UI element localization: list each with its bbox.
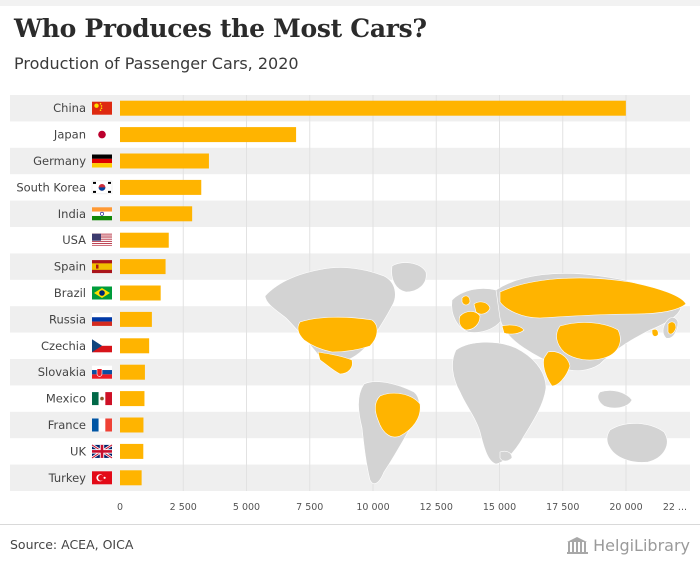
germany-flag-icon [92,154,112,168]
map-region [374,392,421,438]
map-region [556,322,621,361]
bar-turkey [120,470,142,486]
category-label: Japan [53,128,86,142]
x-axis-ticks: 0 2 500 5 000 7 500 10 000 12 500 15 000 17 500… [117,502,687,513]
spain-flag-icon [92,260,112,274]
brazil-flag-icon [92,286,112,300]
india-flag-icon [92,207,112,221]
category-label: Slovakia [38,365,86,379]
map-region [543,351,571,387]
bar-south-korea [120,179,202,195]
category-label: UK [70,444,86,458]
bar-uk [120,443,144,459]
category-label: USA [62,233,86,247]
bar-germany [120,153,209,169]
map-region [597,390,633,409]
category-label: Mexico [46,392,86,406]
bar-japan [120,127,297,143]
map-region [391,262,427,293]
slovakia-flag-icon [92,365,112,379]
south-korea-flag-icon [91,180,113,195]
library-icon [567,537,589,554]
x-tick-label: 2 500 [170,502,197,513]
usa-flag-icon [92,233,112,247]
brand-name: HelgiLibrary [593,535,690,555]
brand-logo: HelgiLibrary [567,533,690,557]
category-label: South Korea [16,180,86,194]
china-flag-icon [92,101,112,115]
map-region [651,328,659,337]
top-band [0,0,700,6]
category-label: Russia [49,312,86,326]
footer-divider [0,524,700,525]
world-map [264,262,687,484]
map-region [461,295,471,306]
japan-flag-icon [92,128,112,142]
russia-flag-icon [92,312,112,326]
map-region [499,277,687,319]
x-tick-label: 5 000 [233,502,260,513]
category-label: Spain [54,260,86,274]
category-label: Brazil [54,286,86,300]
map-region [297,316,378,353]
bar-spain [120,259,166,275]
category-labels: China Japan Germany South Korea India USA Spai… [16,101,86,485]
map-region [458,311,481,331]
map-region [667,321,677,335]
map-region [317,351,353,375]
bar-france [120,417,144,433]
category-label: Czechia [41,339,86,353]
x-tick-label: 0 [117,502,123,513]
map-region [473,301,491,315]
bar-brazil [120,285,161,301]
bar-mexico [120,391,145,407]
source-note: Source: ACEA, OICA [10,537,134,552]
x-tick-label: 12 500 [420,502,453,513]
x-tick-label: 10 000 [356,502,389,513]
turkey-flag-icon [92,471,112,485]
x-tick-label: 15 000 [483,502,516,513]
map-region [499,450,513,462]
mexico-flag-icon [92,392,112,406]
bar-czechia [120,338,150,354]
chart-title: Who Produces the Most Cars? [14,14,427,43]
category-label: China [53,101,86,115]
bar-slovakia [120,364,145,380]
france-flag-icon [92,418,112,432]
map-region [452,341,547,465]
x-tick-label: 7 500 [296,502,323,513]
x-tick-label-overflow: 22 ... [663,502,687,513]
category-label: Germany [33,154,86,168]
bar-russia [120,311,152,327]
uk-flag-icon [91,443,113,459]
x-tick-label: 20 000 [609,502,642,513]
category-label: India [58,207,86,221]
bar-india [120,206,193,222]
chart-subtitle: Production of Passenger Cars, 2020 [14,54,299,73]
x-tick-label: 17 500 [546,502,579,513]
map-region [606,423,668,463]
category-label: Turkey [48,471,87,485]
bars [120,100,626,486]
category-label: France [48,418,86,432]
map-region [501,324,525,335]
bar-usa [120,232,169,248]
czechia-flag-icon [92,339,112,353]
country-flags [91,101,113,485]
bar-china [120,100,626,116]
